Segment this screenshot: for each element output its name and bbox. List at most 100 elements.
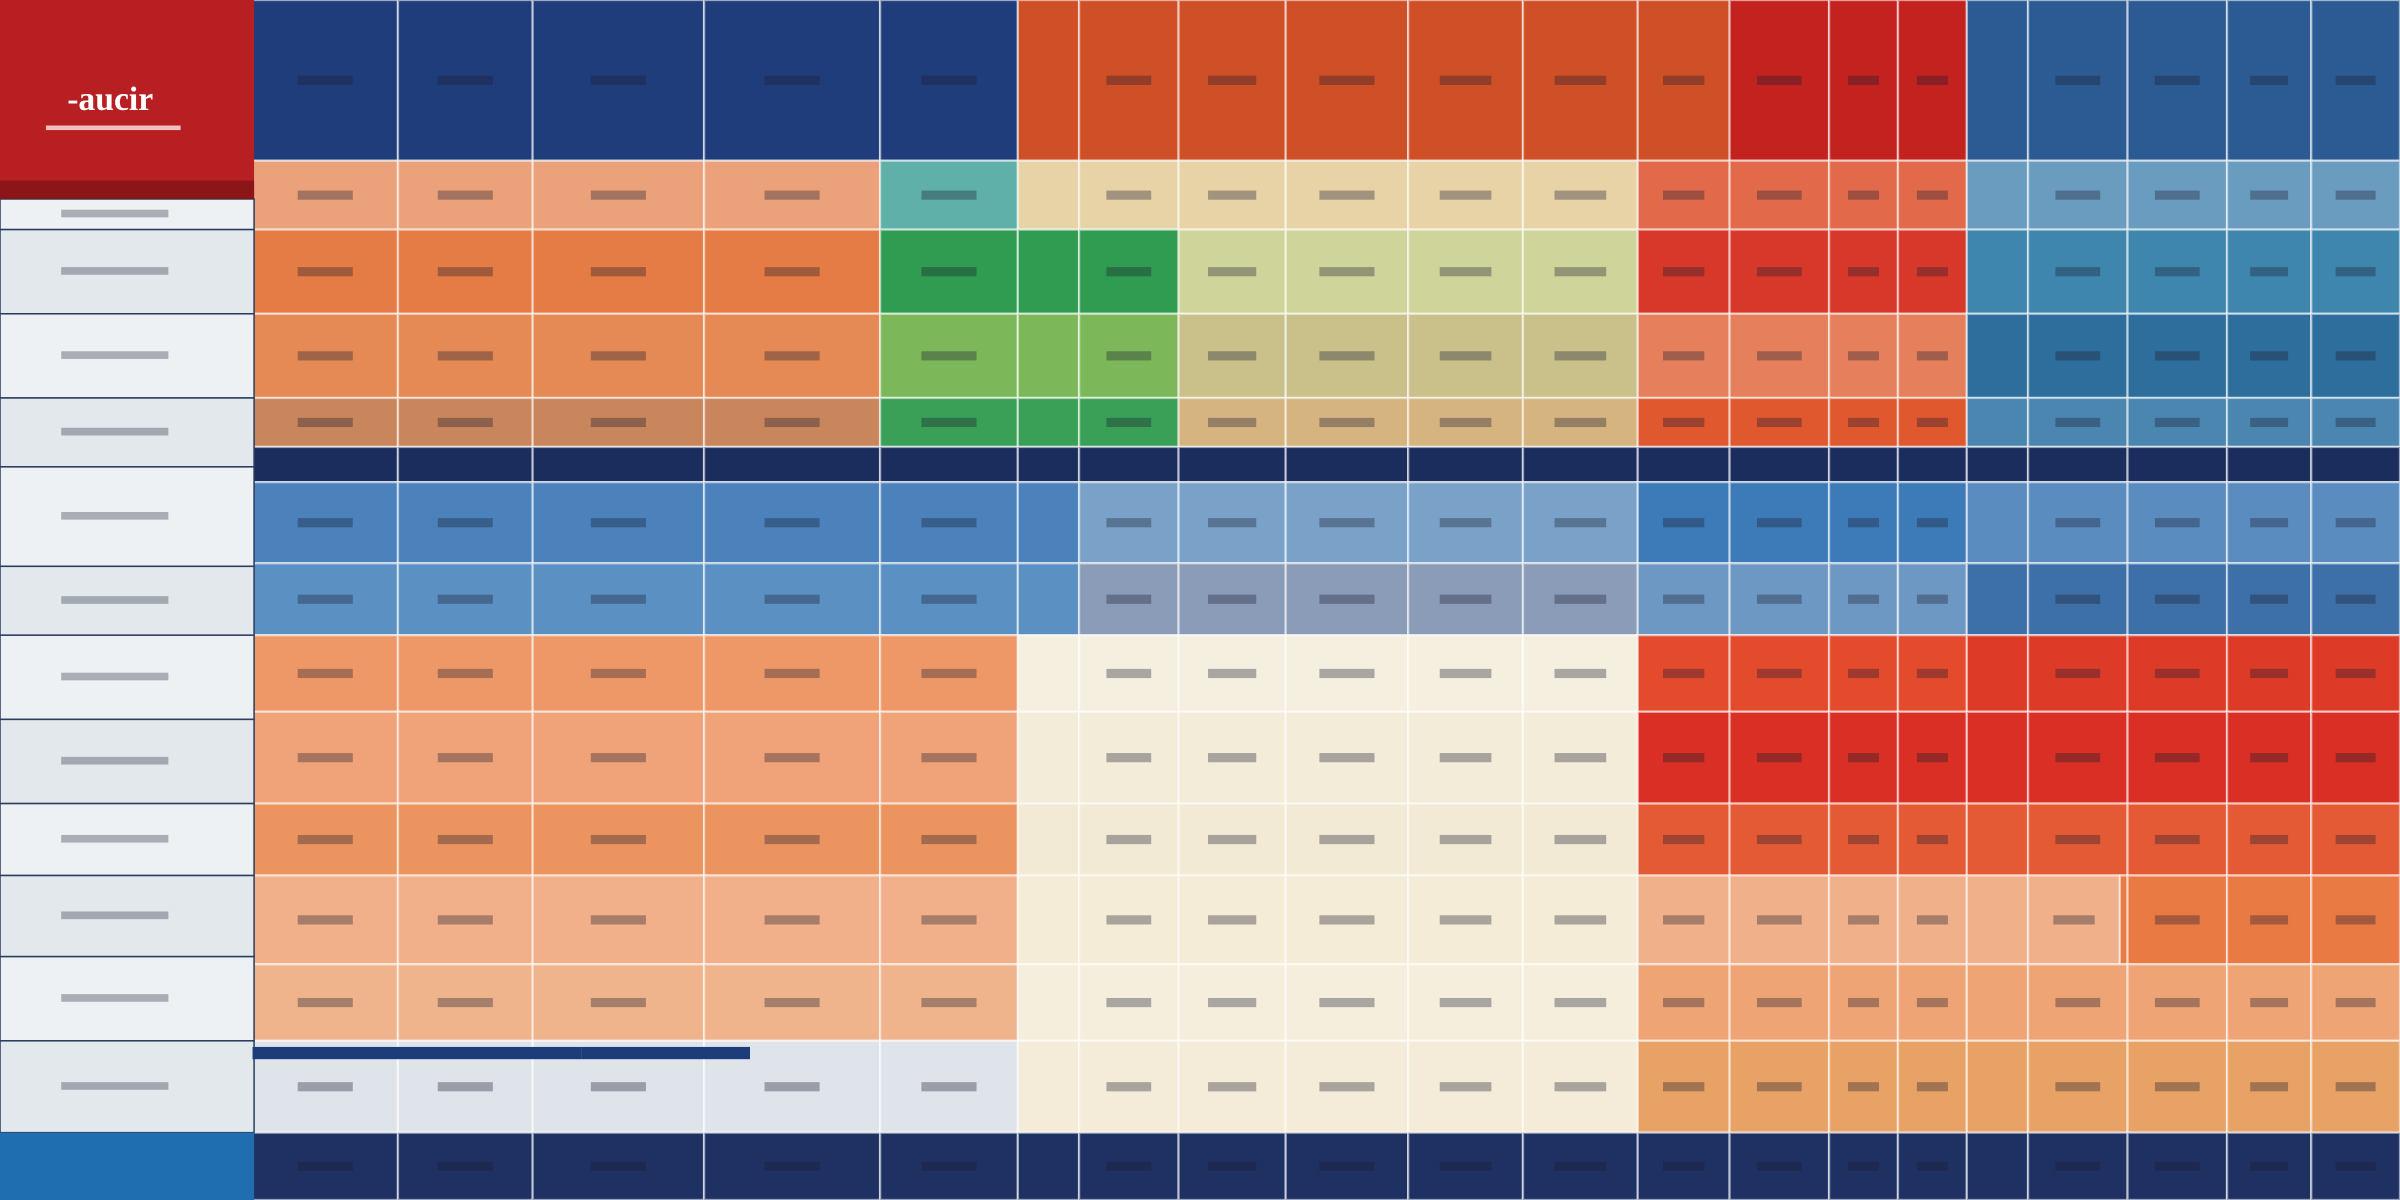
cell-glyph bbox=[1848, 1161, 1880, 1171]
cell-glyph bbox=[297, 834, 353, 845]
cell-glyph bbox=[764, 668, 820, 679]
cell bbox=[1965, 874, 2030, 966]
cell-glyph bbox=[2250, 997, 2289, 1008]
cell-glyph bbox=[590, 267, 646, 277]
cell-glyph bbox=[437, 753, 493, 763]
cell bbox=[531, 963, 706, 1042]
cell-glyph bbox=[1106, 1161, 1152, 1171]
cell bbox=[1077, 159, 1180, 231]
cell bbox=[878, 445, 1020, 484]
cell bbox=[2026, 159, 2129, 231]
cell bbox=[1827, 802, 1900, 877]
cell-glyph bbox=[1663, 1082, 1705, 1092]
cell bbox=[2310, 0, 2400, 162]
cell-glyph bbox=[921, 1082, 977, 1092]
cell bbox=[1728, 874, 1831, 966]
cell-glyph bbox=[1208, 75, 1257, 85]
cell-glyph bbox=[921, 75, 977, 85]
cell bbox=[531, 634, 706, 713]
cell bbox=[1177, 159, 1287, 231]
cell bbox=[531, 445, 706, 484]
cell-glyph bbox=[437, 190, 493, 200]
cell bbox=[702, 634, 882, 713]
cell-glyph bbox=[1106, 1082, 1152, 1092]
cell bbox=[702, 1131, 882, 1200]
cell bbox=[1177, 228, 1287, 315]
cell-glyph bbox=[1439, 1082, 1492, 1092]
cell-glyph bbox=[1106, 267, 1152, 277]
cell-glyph bbox=[1756, 518, 1802, 528]
cell bbox=[1636, 802, 1731, 877]
cell-glyph bbox=[297, 1161, 353, 1171]
cell bbox=[1407, 710, 1525, 805]
cell-glyph bbox=[2335, 1082, 2376, 1092]
cell-glyph bbox=[590, 915, 646, 925]
cell-glyph bbox=[1663, 417, 1705, 428]
cell bbox=[2026, 480, 2129, 565]
cell-glyph bbox=[2154, 1082, 2200, 1092]
cell-glyph bbox=[437, 834, 493, 845]
cell-glyph bbox=[1916, 351, 1948, 361]
cell-glyph bbox=[1106, 417, 1152, 428]
cell-glyph bbox=[1208, 915, 1257, 925]
cell bbox=[2310, 1131, 2400, 1200]
cell bbox=[2310, 710, 2400, 805]
cell-glyph bbox=[1439, 915, 1492, 925]
cell-glyph bbox=[1439, 1161, 1492, 1171]
cell-glyph bbox=[1554, 753, 1607, 763]
cell bbox=[1728, 562, 1831, 637]
cell bbox=[396, 562, 534, 637]
cell-glyph bbox=[1439, 753, 1492, 763]
cell-glyph bbox=[921, 351, 977, 361]
cell-glyph bbox=[1848, 668, 1880, 679]
cell-glyph bbox=[921, 997, 977, 1008]
cell-glyph bbox=[1208, 997, 1257, 1008]
sidebar-row bbox=[0, 718, 255, 805]
cell-glyph bbox=[2154, 75, 2200, 85]
cell-glyph bbox=[2335, 351, 2376, 361]
cell-glyph bbox=[1439, 834, 1492, 845]
sidebar-footer bbox=[0, 1132, 255, 1200]
cell-glyph bbox=[2335, 75, 2376, 85]
cell-glyph bbox=[2154, 753, 2200, 763]
cell-glyph bbox=[1319, 997, 1375, 1008]
cell-glyph bbox=[921, 668, 977, 679]
cell bbox=[702, 312, 882, 400]
cell-glyph bbox=[2055, 1082, 2101, 1092]
cell-glyph bbox=[1208, 417, 1257, 428]
cell bbox=[1077, 710, 1180, 805]
cell bbox=[1965, 159, 2030, 231]
cell-glyph bbox=[2055, 834, 2101, 845]
cell-glyph bbox=[437, 518, 493, 528]
cell bbox=[1177, 1039, 1287, 1134]
sidebar-row bbox=[0, 313, 255, 399]
cell-glyph bbox=[297, 417, 353, 428]
cell bbox=[1407, 1039, 1525, 1134]
cell-glyph bbox=[2055, 267, 2101, 277]
cell bbox=[1407, 445, 1525, 484]
cell-glyph bbox=[1756, 351, 1802, 361]
cell bbox=[1016, 0, 1081, 162]
cell bbox=[2225, 228, 2313, 315]
cell-glyph bbox=[764, 351, 820, 361]
cell-glyph bbox=[921, 267, 977, 277]
cell-glyph bbox=[1554, 997, 1607, 1008]
cell bbox=[1965, 228, 2030, 315]
cell-glyph bbox=[1439, 518, 1492, 528]
cell-glyph bbox=[1106, 753, 1152, 763]
cell bbox=[1077, 1039, 1180, 1134]
cell-glyph bbox=[2335, 915, 2376, 925]
cell-glyph bbox=[1916, 997, 1948, 1008]
cell bbox=[1728, 480, 1831, 565]
cell bbox=[1965, 396, 2030, 449]
cell bbox=[1407, 159, 1525, 231]
cell bbox=[1827, 963, 1900, 1042]
cell-glyph bbox=[2250, 267, 2289, 277]
cell bbox=[702, 562, 882, 637]
cell-glyph bbox=[2335, 1161, 2376, 1171]
cell bbox=[2026, 963, 2129, 1042]
cell-glyph bbox=[1319, 594, 1375, 604]
cell-glyph bbox=[2055, 668, 2101, 679]
cell-glyph bbox=[590, 417, 646, 428]
highlight-bar bbox=[581, 1046, 750, 1060]
